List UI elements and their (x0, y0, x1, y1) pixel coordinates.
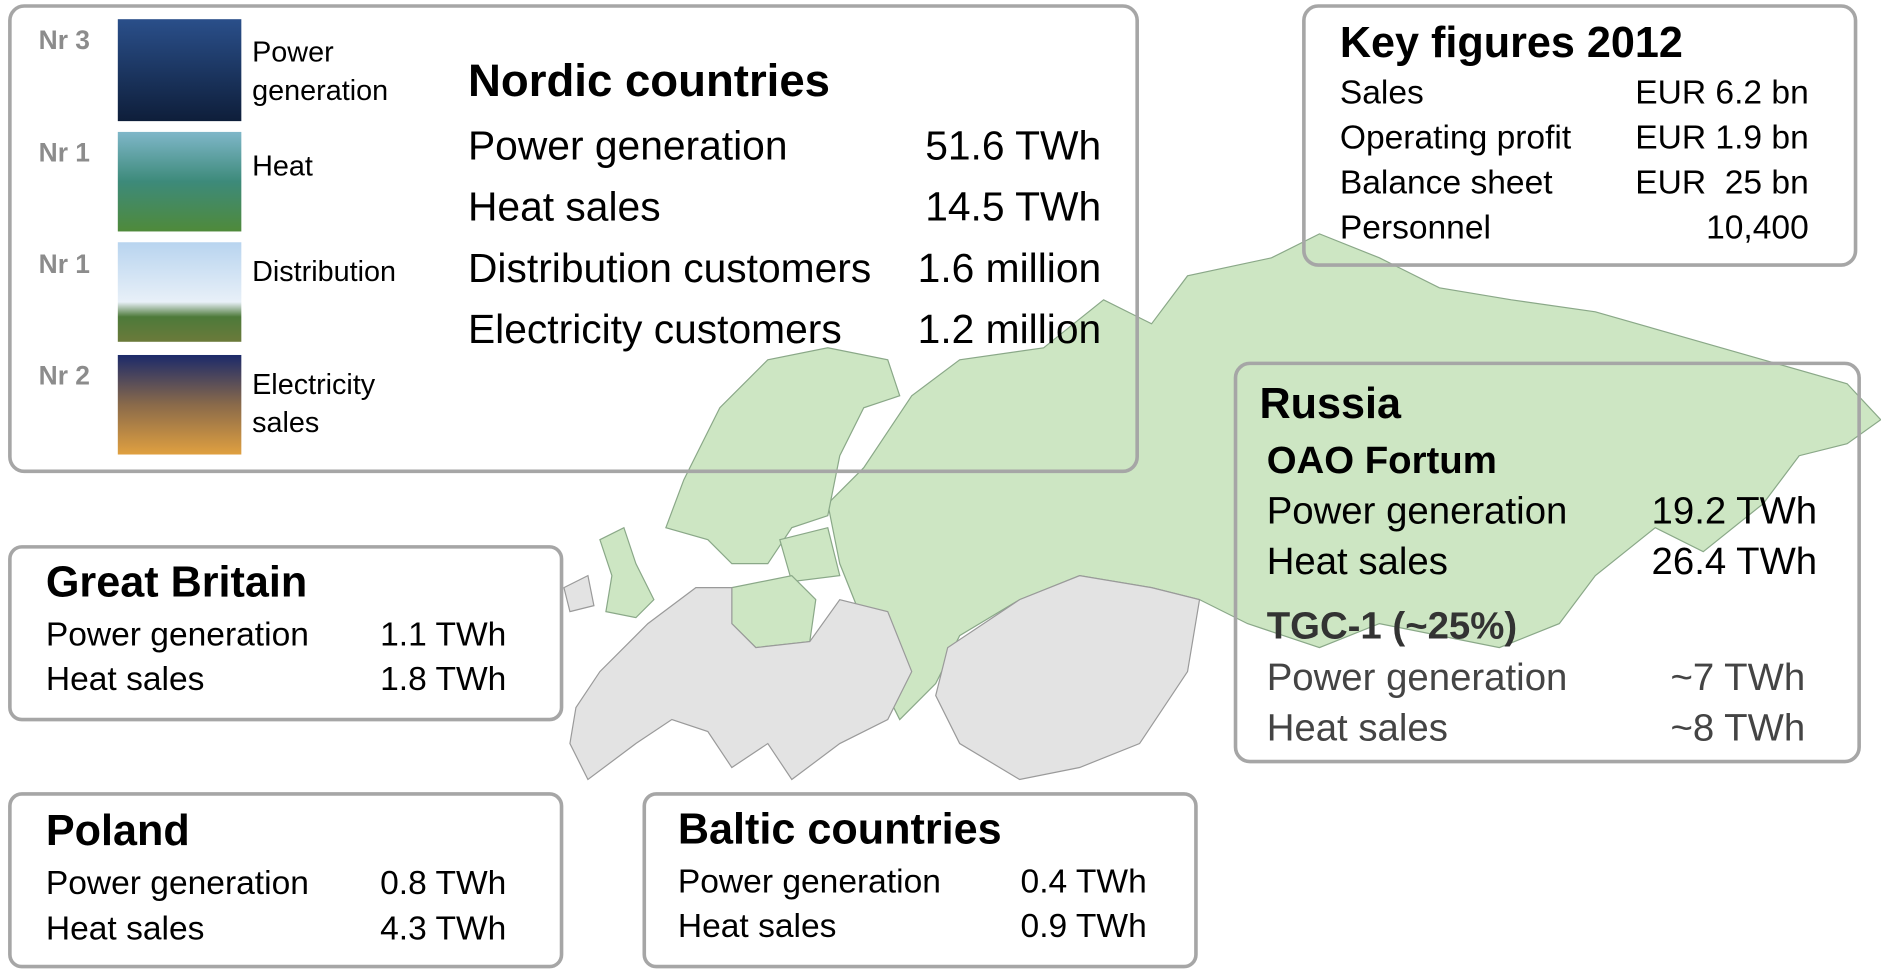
row-label: Personnel (1340, 210, 1491, 247)
row-label: Heat sales (1267, 540, 1448, 583)
row-value: 4.3 TWh (380, 910, 506, 947)
row-label: Power generation (1267, 656, 1568, 699)
rank-label: Distribution (252, 256, 396, 288)
row-value: 1.1 TWh (380, 617, 506, 654)
rank: Nr 1 (39, 138, 90, 168)
row-value: 0.4 TWh (1021, 864, 1147, 901)
row-value: 0.9 TWh (1021, 908, 1147, 945)
rank-label: generation (252, 75, 388, 107)
slide: Nr 3 Power generation Nr 1 Heat Nr 1 Distribut… (0, 0, 1881, 969)
subsection-title: TGC-1 (~25%) (1267, 605, 1517, 648)
map-baltic (780, 528, 840, 582)
row-value: 1.2 million (918, 306, 1102, 352)
section-title: Poland (46, 807, 190, 855)
row-label: Power generation (46, 617, 309, 654)
row-label: Operating profit (1340, 120, 1572, 157)
row-label: Heat sales (678, 908, 837, 945)
section-title: Russia (1260, 380, 1403, 428)
row-label: Power generation (468, 122, 788, 168)
row-value: 14.5 TWh (925, 184, 1101, 230)
row-label: Heat sales (46, 910, 205, 947)
rank-label: Heat (252, 151, 313, 183)
rank: Nr 1 (39, 249, 90, 279)
row-value: 19.2 TWh (1652, 489, 1818, 532)
row-label: Distribution customers (468, 245, 871, 291)
rank-label: Power (252, 37, 334, 69)
row-value: EUR 6.2 bn (1635, 75, 1809, 112)
row-label: Heat sales (1267, 706, 1448, 749)
row-label: Power generation (1267, 489, 1568, 532)
rank: Nr 2 (39, 361, 90, 391)
row-value: 10,400 (1706, 210, 1809, 247)
map-ireland (564, 576, 594, 612)
row-value: EUR 1.9 bn (1635, 120, 1809, 157)
row-value: 26.4 TWh (1652, 540, 1818, 583)
section-title: Key figures 2012 (1340, 19, 1683, 67)
row-label: Balance sheet (1340, 165, 1553, 202)
section-title: Great Britain (46, 559, 307, 607)
row-value: 1.6 million (918, 245, 1102, 291)
row-label: Power generation (678, 864, 941, 901)
section-title: Nordic countries (468, 55, 830, 106)
subsection-title: OAO Fortum (1267, 439, 1497, 482)
row-value: ~8 TWh (1670, 706, 1805, 749)
row-value: 1.8 TWh (380, 661, 506, 698)
row-value: 0.8 TWh (380, 865, 506, 902)
row-label: Heat sales (46, 661, 205, 698)
row-value: ~7 TWh (1670, 656, 1805, 699)
row-label: Electricity customers (468, 306, 842, 352)
row-label: Power generation (46, 865, 309, 902)
row-value: 51.6 TWh (925, 122, 1101, 168)
rank-label: Electricity (252, 369, 376, 401)
map-great-britain (600, 528, 654, 618)
rank: Nr 3 (39, 25, 90, 55)
page: { "nordic": { "rankings": [ {"rank": "Nr… (0, 0, 1881, 969)
row-label: Sales (1340, 75, 1424, 112)
row-label: Heat sales (468, 184, 661, 230)
photo-heat (118, 132, 242, 232)
section-title: Baltic countries (678, 806, 1002, 854)
photo-power (118, 19, 242, 121)
row-value: EUR 25 bn (1635, 165, 1809, 202)
photo-distribution (118, 242, 242, 342)
photo-electricity (118, 355, 242, 455)
rank-label: sales (252, 407, 319, 439)
